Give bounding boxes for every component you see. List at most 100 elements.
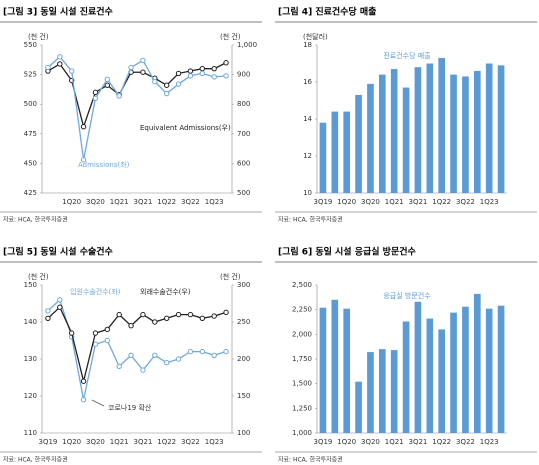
- marker: [211, 313, 217, 319]
- y-axis-label: (천달러): [303, 32, 328, 41]
- y-tick-label: 110: [24, 429, 37, 437]
- y2-axis-label: (천 건): [220, 32, 241, 41]
- y2-tick-label: 300: [237, 281, 250, 289]
- x-tick-label: 3Q22: [181, 198, 200, 206]
- y2-tick-label: 250: [237, 318, 250, 326]
- source: 자료: HCA, 한국투자증권: [3, 456, 68, 464]
- marker: [57, 61, 63, 67]
- y-tick-label: 14: [303, 115, 312, 123]
- x-tick-label: 1Q22: [432, 438, 451, 446]
- y-tick-label: 475: [24, 130, 37, 138]
- legend-label: 입원수술건수(좌): [70, 287, 121, 296]
- bar: [414, 301, 422, 433]
- source: 자료: HCA, 한국투자증권: [278, 456, 343, 464]
- x-tick-label: 3Q21: [409, 198, 428, 206]
- marker: [92, 330, 99, 336]
- y-tick-label: 525: [24, 71, 37, 79]
- bar: [485, 63, 493, 193]
- marker: [128, 64, 134, 71]
- legend-label: 외래수술건수(우): [140, 287, 191, 296]
- y-tick-label: 2,500: [292, 281, 312, 289]
- y-tick-label: 1,250: [292, 404, 312, 412]
- bar: [414, 67, 422, 193]
- y2-tick-label: 500: [237, 189, 250, 197]
- marker: [92, 95, 99, 101]
- chart-title: [그림 6] 동일 시설 응급실 방문건수: [278, 246, 416, 258]
- marker: [104, 76, 111, 83]
- x-tick-label: 3Q20: [361, 198, 380, 206]
- y-tick-label: 10: [303, 189, 312, 197]
- bar: [343, 308, 351, 433]
- marker: [116, 311, 122, 318]
- x-tick-label: 1Q20: [337, 198, 356, 206]
- line: [47, 306, 227, 382]
- marker: [211, 65, 217, 72]
- y2-tick-label: 600: [237, 159, 250, 167]
- bar: [331, 299, 339, 433]
- y-tick-label: 500: [24, 100, 37, 108]
- bar: [462, 306, 469, 433]
- bar: [438, 329, 446, 433]
- source: 자료: HCA, 한국투자증권: [3, 216, 68, 224]
- y-tick-label: 12: [303, 152, 312, 160]
- y-tick-label: 120: [24, 392, 37, 400]
- marker: [92, 89, 99, 96]
- y-tick-label: 140: [24, 318, 37, 326]
- y-axis-label: (천 건): [28, 272, 49, 281]
- x-tick-label: 3Q20: [361, 438, 380, 446]
- marker: [223, 60, 229, 66]
- y-tick-label: 18: [303, 41, 312, 49]
- bar: [343, 111, 351, 193]
- x-tick-label: 3Q19: [314, 438, 333, 446]
- marker: [175, 70, 182, 77]
- marker: [104, 337, 111, 344]
- marker: [175, 81, 182, 87]
- bar: [402, 321, 410, 433]
- marker: [116, 363, 122, 370]
- x-tick-label: 3Q19: [39, 438, 58, 446]
- marker: [163, 315, 170, 322]
- marker: [57, 54, 63, 60]
- bar: [497, 65, 505, 193]
- y2-tick-label: 1,000: [237, 41, 257, 49]
- marker: [223, 309, 229, 316]
- x-tick-label: 1Q22: [432, 198, 451, 206]
- x-tick-label: 1Q21: [110, 438, 129, 446]
- marker: [128, 352, 134, 359]
- marker: [104, 82, 111, 88]
- x-tick-label: 3Q20: [86, 438, 105, 446]
- x-tick-label: 3Q22: [456, 198, 475, 206]
- bar: [426, 63, 434, 193]
- bar: [319, 122, 327, 193]
- y-tick-label: 2,250: [292, 306, 312, 314]
- marker: [57, 297, 63, 303]
- marker: [175, 356, 182, 362]
- marker: [199, 348, 206, 355]
- marker: [104, 326, 111, 333]
- line: [47, 62, 227, 129]
- marker: [92, 341, 99, 347]
- y-tick-label: 1,750: [292, 355, 312, 363]
- bar: [473, 293, 481, 433]
- marker: [187, 68, 194, 74]
- marker: [199, 315, 206, 322]
- marker: [211, 352, 217, 359]
- bar: [378, 349, 386, 433]
- bar: [497, 305, 505, 433]
- x-tick-label: 1Q21: [110, 198, 129, 206]
- marker: [187, 73, 194, 79]
- bar: [450, 312, 457, 433]
- marker: [175, 311, 182, 318]
- marker: [128, 323, 134, 329]
- marker: [163, 82, 170, 88]
- bar: [331, 111, 339, 193]
- bar: [473, 70, 481, 193]
- marker: [152, 352, 158, 359]
- legend-label: 응급실 방문건수: [383, 291, 431, 300]
- x-tick-label: 3Q19: [314, 198, 333, 206]
- bar: [355, 381, 362, 433]
- x-tick-label: 1Q22: [157, 198, 176, 206]
